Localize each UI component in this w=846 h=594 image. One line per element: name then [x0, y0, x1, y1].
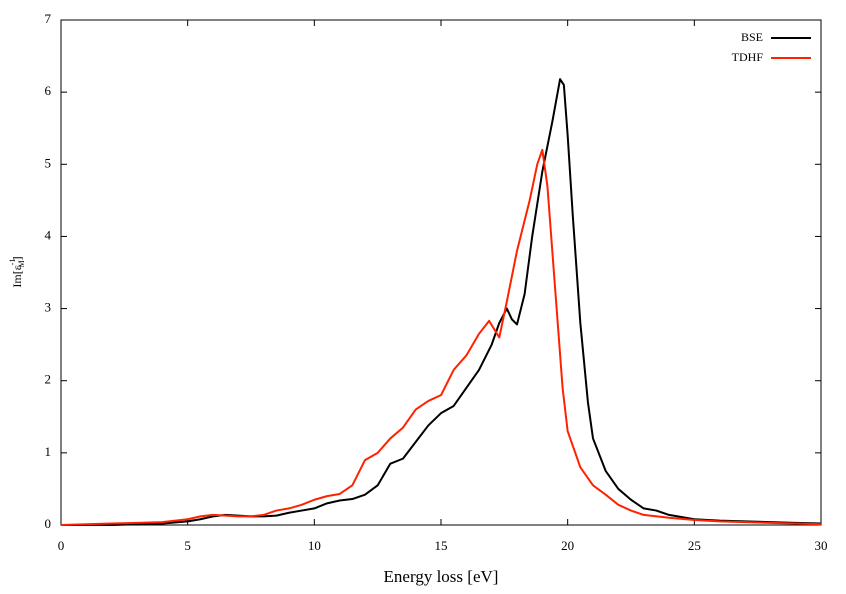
y-tick-label: 3 — [45, 300, 52, 315]
x-tick-label: 20 — [561, 538, 574, 553]
y-tick-label: 2 — [45, 372, 52, 387]
y-label-base: Im[ε — [10, 265, 24, 287]
y-tick-label: 1 — [45, 444, 52, 459]
x-tick-label: 30 — [815, 538, 828, 553]
y-label-sub: M — [17, 260, 26, 267]
series-line — [61, 78, 822, 526]
series-line — [60, 148, 822, 526]
y-axis-label: Im[ε-1M] — [8, 256, 26, 287]
x-tick-label: 25 — [688, 538, 701, 553]
legend-label: TDHF — [732, 50, 764, 64]
y-tick-label: 7 — [45, 11, 52, 26]
plot-frame — [60, 19, 822, 526]
x-tick-label: 0 — [58, 538, 65, 553]
x-axis-label: Energy loss [eV] — [384, 567, 499, 586]
legend-label: BSE — [741, 30, 763, 44]
y-tick-label: 4 — [45, 227, 52, 242]
y-label-close: ] — [10, 256, 24, 260]
x-tick-label: 10 — [308, 538, 321, 553]
y-label-sup: -1 — [8, 259, 17, 266]
x-tick-label: 5 — [184, 538, 191, 553]
y-tick-label: 6 — [45, 83, 52, 98]
y-tick-label: 5 — [45, 155, 52, 170]
x-tick-label: 15 — [435, 538, 448, 553]
y-tick-label: 0 — [45, 516, 52, 531]
